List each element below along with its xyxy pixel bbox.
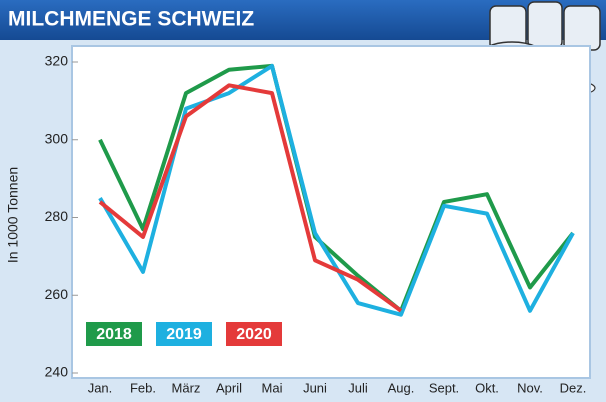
x-tick-label: Juli — [348, 380, 368, 395]
series-line — [98, 83, 403, 313]
legend-swatch — [86, 322, 142, 346]
x-tick-label: April — [216, 380, 242, 395]
x-tick-label: Aug. — [388, 380, 415, 395]
y-tick-label: 260 — [45, 286, 69, 302]
x-tick-label: Mai — [262, 380, 283, 395]
chart-title: MILCHMENGE SCHWEIZ — [8, 8, 254, 31]
y-tick-label: 240 — [45, 364, 69, 380]
legend-swatch — [226, 322, 282, 346]
series-line — [98, 63, 575, 313]
legend-label: 2020 — [236, 326, 272, 343]
x-tick-label: Nov. — [517, 380, 543, 395]
y-tick-label: 300 — [45, 130, 69, 146]
legend-label: 2019 — [166, 326, 202, 343]
x-tick-label: Juni — [303, 380, 327, 395]
y-tick-label: 280 — [45, 208, 69, 224]
x-tick-label: Dez. — [560, 380, 587, 395]
x-tick-label: März — [172, 380, 201, 395]
legend-swatch — [156, 322, 212, 346]
x-tick-label: Feb. — [130, 380, 156, 395]
x-tick-label: Sept. — [429, 380, 459, 395]
legend-label: 2018 — [96, 326, 132, 343]
y-tick-label: 320 — [45, 53, 69, 69]
x-tick-label: Jan. — [88, 380, 113, 395]
y-axis-label: In 1000 Tonnen — [5, 167, 21, 263]
x-tick-label: Okt. — [475, 380, 499, 395]
